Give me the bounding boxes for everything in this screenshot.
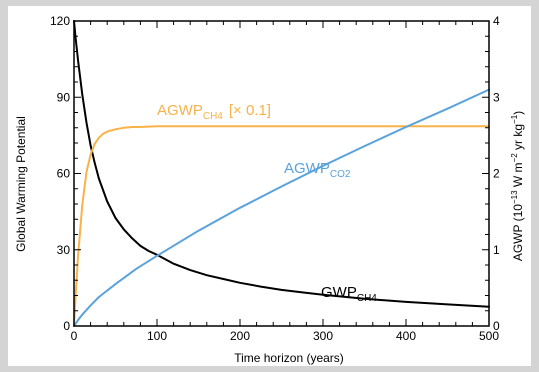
y2-axis-title: AGWP (10−13 W m−2 yr kg−1) [510, 111, 525, 261]
y-axis-title: Global Warming Potential [14, 116, 28, 252]
y-tick-label: 0 [63, 319, 70, 333]
series-line-agwp-ch4 [73, 125, 490, 327]
x-tick-label: 300 [313, 329, 333, 343]
x-tick-label: 100 [147, 329, 167, 343]
y-tick-label: 60 [57, 167, 71, 181]
plot-frame [73, 20, 490, 327]
y2-tick-label: 3 [493, 90, 500, 104]
series-line-agwp-co2 [73, 88, 490, 327]
x-tick-label: 500 [479, 329, 499, 343]
y2-tick-label: 0 [493, 319, 500, 333]
y2-tick-label: 1 [493, 243, 500, 257]
x-axis-title: Time horizon (years) [234, 351, 344, 365]
series-line-gwp-ch4 [73, 20, 490, 308]
series-label-agwp-co2: AGWPCO2 [284, 160, 351, 180]
series-label-gwp-ch4: GWPCH4 [321, 284, 377, 304]
y2-tick-label: 2 [493, 167, 500, 181]
series-label-agwp-ch4: AGWPCH4 [× 0.1] [157, 102, 271, 122]
x-tick-label: 200 [230, 329, 250, 343]
x-tick-label: 400 [396, 329, 416, 343]
x-tick-label: 0 [71, 329, 78, 343]
y-tick-label: 90 [57, 90, 71, 104]
y-tick-label: 30 [57, 243, 71, 257]
y2-tick-label: 4 [493, 14, 500, 28]
y-tick-label: 120 [50, 14, 70, 28]
figure: 0 100 200 300 400 500 0 30 60 90 120 0 1 2 3 4 GWPCH4 AG… [8, 6, 531, 366]
